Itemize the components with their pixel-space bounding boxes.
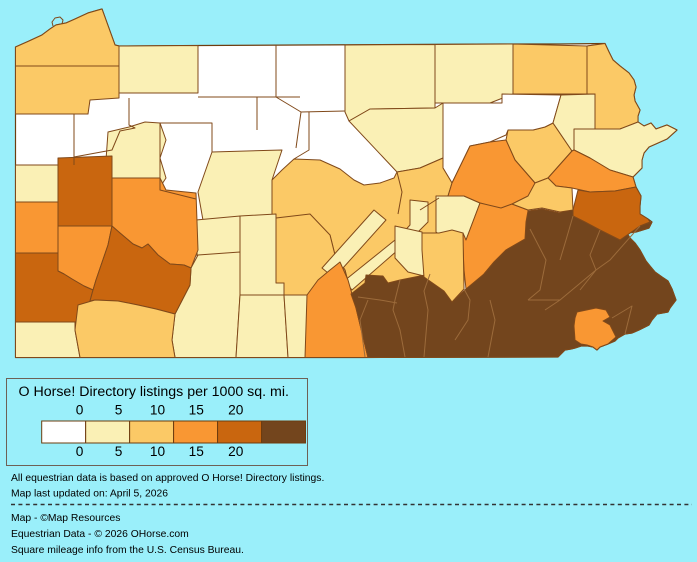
svg-text:0: 0 (76, 444, 84, 459)
svg-text:15: 15 (189, 403, 205, 418)
svg-text:10: 10 (150, 444, 166, 459)
svg-text:Equestrian Data - © 2026 OHors: Equestrian Data - © 2026 OHorse.com (11, 529, 189, 540)
svg-text:20: 20 (228, 444, 244, 459)
svg-text:Map - ©Map Resources: Map - ©Map Resources (11, 513, 120, 524)
svg-text:Square mileage info from the U: Square mileage info from the U.S. Census… (11, 545, 244, 556)
svg-text:0: 0 (76, 403, 84, 418)
svg-text:Map last updated on: April 5,: Map last updated on: April 5, 2026 (11, 489, 168, 500)
svg-text:5: 5 (115, 403, 123, 418)
svg-text:All equestrian data is based o: All equestrian data is based on approved… (11, 473, 324, 484)
svg-text:5: 5 (115, 444, 123, 459)
svg-text:20: 20 (228, 403, 244, 418)
svg-text:15: 15 (189, 444, 205, 459)
svg-text:O Horse! Directory listings pe: O Horse! Directory listings per 1000 sq.… (19, 384, 289, 400)
svg-text:10: 10 (150, 403, 166, 418)
